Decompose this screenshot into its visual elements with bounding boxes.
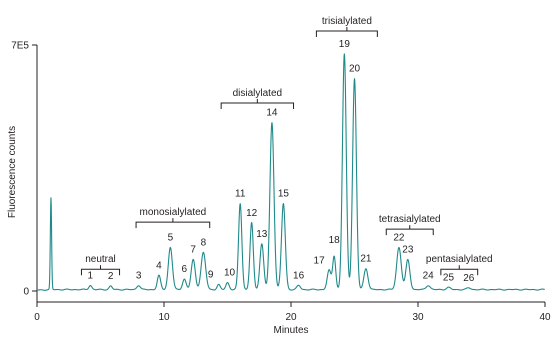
peak-label-7: 7 bbox=[190, 245, 196, 256]
group-bracket-pentasialylated bbox=[440, 265, 479, 276]
group-label-disialylated: disialylated bbox=[233, 88, 282, 99]
peak-label-13: 13 bbox=[256, 229, 268, 240]
group-bracket-neutral bbox=[80, 265, 121, 276]
x-tick-label: 10 bbox=[158, 312, 170, 323]
peak-label-18: 18 bbox=[329, 235, 341, 246]
x-tick-label: 30 bbox=[412, 312, 424, 323]
glycan-group-brackets: neutral monosialylated disialylated trisial… bbox=[80, 16, 493, 276]
peak-label-3: 3 bbox=[136, 270, 142, 281]
group-label-trisialylated: trisialylated bbox=[322, 16, 372, 27]
x-axis-title: Minutes bbox=[273, 325, 308, 336]
y-axis-title: Fluorescence counts bbox=[7, 126, 18, 218]
peak-label-20: 20 bbox=[349, 64, 361, 75]
x-axis-ticks: 0 10 20 30 40 bbox=[34, 302, 551, 323]
peak-label-12: 12 bbox=[246, 208, 258, 219]
group-label-pentasialylated: pentasialylated bbox=[426, 254, 493, 265]
peak-label-22: 22 bbox=[393, 232, 405, 243]
y-tick-label: 0 bbox=[23, 287, 29, 298]
peak-label-10: 10 bbox=[224, 268, 236, 279]
y-tick-label: 7E5 bbox=[11, 41, 29, 52]
group-label-monosialylated: monosialylated bbox=[140, 207, 207, 218]
peak-label-17: 17 bbox=[314, 255, 326, 266]
x-tick-label: 20 bbox=[285, 312, 297, 323]
group-bracket-monosialylated bbox=[135, 218, 211, 229]
peak-label-8: 8 bbox=[201, 238, 207, 249]
peak-label-24: 24 bbox=[423, 270, 435, 281]
peak-label-4: 4 bbox=[156, 261, 162, 272]
fluorescence-trace bbox=[36, 53, 546, 291]
peak-label-11: 11 bbox=[235, 188, 246, 199]
peak-label-26: 26 bbox=[463, 273, 475, 284]
peak-label-21: 21 bbox=[360, 254, 372, 265]
peak-label-2: 2 bbox=[108, 271, 114, 282]
x-tick-label: 0 bbox=[34, 312, 40, 323]
peak-label-23: 23 bbox=[402, 245, 414, 256]
peak-label-6: 6 bbox=[182, 264, 188, 275]
peak-label-14: 14 bbox=[266, 108, 278, 119]
peak-label-9: 9 bbox=[208, 270, 214, 281]
peak-label-16: 16 bbox=[293, 270, 305, 281]
peak-label-1: 1 bbox=[88, 270, 94, 281]
group-bracket-disialylated bbox=[220, 98, 295, 109]
group-bracket-tetrasialylated bbox=[385, 225, 434, 236]
y-axis-ticks: 0 7E5 bbox=[11, 41, 37, 298]
peak-label-25: 25 bbox=[443, 272, 455, 283]
x-tick-label: 40 bbox=[539, 312, 551, 323]
group-label-tetrasialylated: tetrasialylated bbox=[379, 214, 441, 225]
group-label-neutral: neutral bbox=[85, 254, 116, 265]
peak-label-5: 5 bbox=[168, 232, 174, 243]
group-bracket-trisialylated bbox=[315, 26, 378, 37]
peak-label-15: 15 bbox=[278, 188, 290, 199]
peak-label-19: 19 bbox=[339, 39, 351, 50]
